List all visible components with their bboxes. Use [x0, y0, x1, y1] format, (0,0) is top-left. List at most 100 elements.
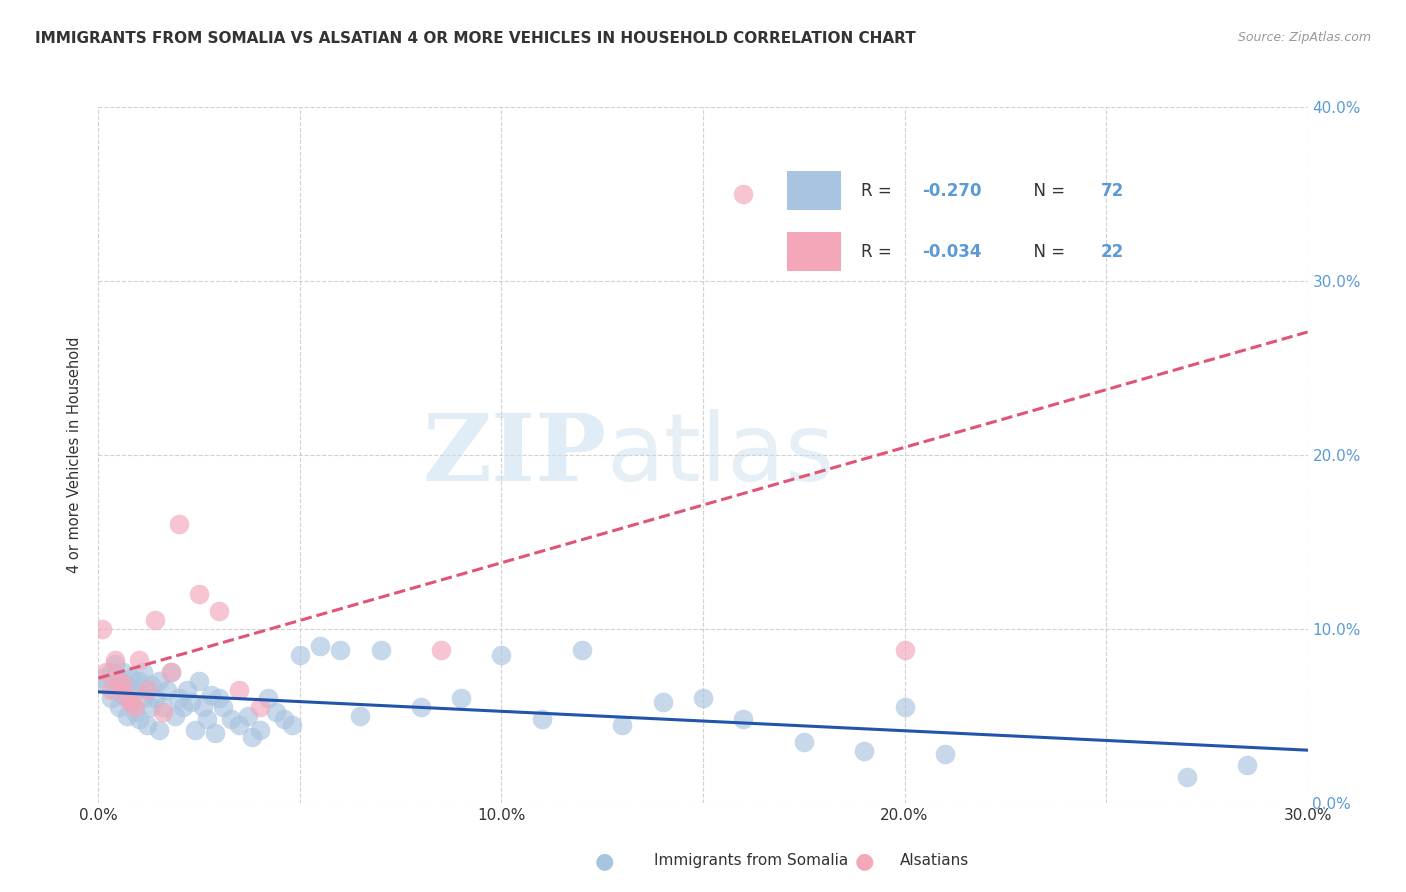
Point [430, 642, 453, 657]
Point [103, 653, 125, 667]
Point [329, 642, 352, 657]
Point [692, 691, 714, 706]
Point [107, 700, 129, 714]
Point [195, 712, 218, 726]
Point [240, 730, 263, 744]
Y-axis label: 4 or more Vehicles in Household: 4 or more Vehicles in Household [67, 336, 83, 574]
Point [111, 665, 134, 680]
Point [152, 700, 174, 714]
Point [115, 708, 138, 723]
Point [450, 691, 472, 706]
Text: -0.034: -0.034 [922, 243, 981, 260]
Point [120, 695, 142, 709]
Point [184, 723, 207, 737]
Point [208, 605, 231, 619]
FancyBboxPatch shape [787, 171, 841, 210]
Point [409, 700, 432, 714]
Point [1236, 757, 1258, 772]
Point [128, 653, 150, 667]
Point [128, 674, 150, 689]
Point [128, 712, 150, 726]
Point [115, 677, 138, 691]
Point [120, 671, 142, 685]
Point [124, 700, 146, 714]
Text: ●: ● [595, 851, 614, 871]
Point [853, 744, 876, 758]
Point [893, 642, 915, 657]
Text: Source: ZipAtlas.com: Source: ZipAtlas.com [1237, 31, 1371, 45]
Text: N =: N = [1024, 243, 1070, 260]
Point [288, 648, 311, 662]
Point [172, 700, 194, 714]
Text: atlas: atlas [606, 409, 835, 501]
Point [221, 712, 243, 726]
Point [651, 695, 673, 709]
Text: -0.270: -0.270 [922, 182, 981, 200]
Point [571, 642, 593, 657]
Point [167, 691, 190, 706]
Point [264, 706, 287, 720]
Point [160, 665, 183, 680]
Point [204, 726, 226, 740]
Point [249, 700, 271, 714]
Point [934, 747, 956, 761]
Point [176, 682, 198, 697]
Point [120, 695, 142, 709]
Point [893, 700, 915, 714]
Point [143, 613, 166, 627]
Text: R =: R = [860, 243, 897, 260]
Text: Alsatians: Alsatians [900, 854, 969, 868]
Point [132, 665, 155, 680]
Point [135, 717, 157, 731]
Point [349, 708, 371, 723]
Point [107, 674, 129, 689]
Point [256, 691, 278, 706]
Point [228, 717, 250, 731]
Point [249, 723, 271, 737]
Point [132, 691, 155, 706]
Point [111, 677, 134, 691]
Text: N =: N = [1024, 182, 1070, 200]
Point [188, 587, 211, 601]
Text: ●: ● [855, 851, 875, 871]
Text: R =: R = [860, 182, 897, 200]
Point [143, 691, 166, 706]
Point [212, 700, 235, 714]
Point [91, 622, 114, 636]
Point [152, 706, 174, 720]
Point [139, 677, 162, 691]
Point [160, 665, 183, 680]
Point [115, 691, 138, 706]
Text: ZIP: ZIP [422, 410, 606, 500]
Point [167, 517, 190, 532]
Point [135, 682, 157, 697]
Point [156, 682, 179, 697]
Point [188, 674, 211, 689]
Point [100, 682, 122, 697]
Text: IMMIGRANTS FROM SOMALIA VS ALSATIAN 4 OR MORE VEHICLES IN HOUSEHOLD CORRELATION : IMMIGRANTS FROM SOMALIA VS ALSATIAN 4 OR… [35, 31, 915, 46]
Point [107, 674, 129, 689]
Point [530, 712, 553, 726]
Point [163, 708, 186, 723]
Point [309, 639, 332, 653]
Point [491, 648, 513, 662]
Point [148, 723, 170, 737]
Point [370, 642, 392, 657]
Point [96, 665, 118, 680]
Point [111, 688, 134, 702]
Text: 72: 72 [1101, 182, 1123, 200]
Point [180, 695, 202, 709]
Point [124, 682, 146, 697]
Point [124, 706, 146, 720]
Point [96, 677, 118, 691]
Point [148, 674, 170, 689]
Point [281, 717, 304, 731]
Point [193, 700, 215, 714]
Point [139, 700, 162, 714]
Point [273, 712, 295, 726]
Point [100, 665, 122, 680]
Point [100, 691, 122, 706]
Point [236, 708, 259, 723]
Point [91, 671, 114, 685]
Point [733, 712, 755, 726]
